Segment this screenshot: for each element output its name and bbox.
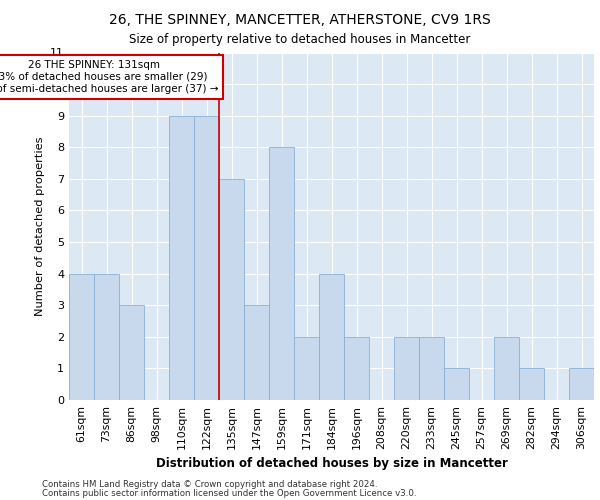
Text: Contains HM Land Registry data © Crown copyright and database right 2024.: Contains HM Land Registry data © Crown c… xyxy=(42,480,377,489)
Bar xyxy=(519,368,544,400)
Bar xyxy=(394,337,419,400)
Bar xyxy=(69,274,94,400)
Bar xyxy=(169,116,194,400)
Bar xyxy=(194,116,219,400)
X-axis label: Distribution of detached houses by size in Mancetter: Distribution of detached houses by size … xyxy=(155,457,508,470)
Y-axis label: Number of detached properties: Number of detached properties xyxy=(35,136,44,316)
Bar xyxy=(344,337,369,400)
Bar xyxy=(569,368,594,400)
Bar xyxy=(419,337,444,400)
Bar xyxy=(319,274,344,400)
Text: Contains public sector information licensed under the Open Government Licence v3: Contains public sector information licen… xyxy=(42,488,416,498)
Bar xyxy=(119,305,144,400)
Bar xyxy=(494,337,519,400)
Bar xyxy=(269,148,294,400)
Text: 26, THE SPINNEY, MANCETTER, ATHERSTONE, CV9 1RS: 26, THE SPINNEY, MANCETTER, ATHERSTONE, … xyxy=(109,12,491,26)
Bar xyxy=(94,274,119,400)
Bar xyxy=(294,337,319,400)
Bar xyxy=(244,305,269,400)
Bar xyxy=(219,179,244,400)
Text: 26 THE SPINNEY: 131sqm
← 43% of detached houses are smaller (29)
55% of semi-det: 26 THE SPINNEY: 131sqm ← 43% of detached… xyxy=(0,60,218,94)
Bar xyxy=(444,368,469,400)
Text: Size of property relative to detached houses in Mancetter: Size of property relative to detached ho… xyxy=(130,32,470,46)
